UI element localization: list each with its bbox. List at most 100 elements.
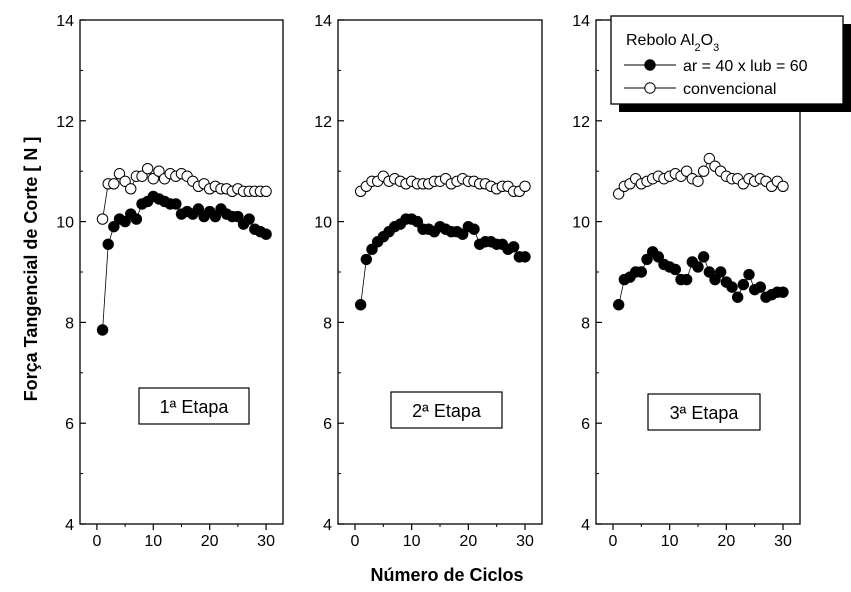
- data-point-open: [612, 188, 625, 200]
- data-point-open: [136, 170, 148, 182]
- y-tick-label: 12: [314, 114, 332, 131]
- data-point-filled: [108, 220, 120, 233]
- data-point-filled: [119, 215, 131, 228]
- data-point-filled: [468, 223, 480, 235]
- annotation-label: 2ª Etapa: [412, 401, 482, 421]
- data-point-filled: [519, 251, 531, 263]
- data-point-open: [703, 152, 716, 165]
- x-tick-label: 30: [516, 533, 534, 550]
- data-point-open: [113, 168, 126, 180]
- panel-1: 4 6 8 10 12 14 0 10 20 30 1ª Etapa: [56, 13, 284, 550]
- data-point-filled: [411, 215, 424, 228]
- y-tick-label: 8: [581, 315, 590, 332]
- y-tick-label: 4: [65, 517, 74, 534]
- y-tick-label: 14: [314, 13, 332, 30]
- data-point-open: [697, 165, 710, 177]
- data-point-open: [680, 165, 693, 177]
- data-point-open: [519, 180, 531, 193]
- legend-title-subscript: 2: [695, 42, 701, 54]
- annotation-box: [138, 387, 250, 425]
- data-point-filled: [754, 281, 767, 293]
- y-tick-label: 4: [581, 517, 590, 534]
- data-point-filled: [130, 213, 143, 225]
- x-tick-label: 0: [351, 533, 360, 550]
- data-point-filled: [366, 243, 378, 256]
- data-point-filled: [456, 228, 469, 240]
- data-point-filled: [354, 299, 367, 311]
- x-tick-label: 20: [201, 533, 219, 550]
- data-point-open: [141, 162, 154, 175]
- data-point-filled: [731, 291, 744, 303]
- y-axis-title: Força Tangencial de Corte [ N ]: [21, 137, 41, 402]
- data-point-filled: [680, 273, 693, 286]
- data-point-filled: [777, 286, 789, 298]
- panel-3: 4 6 8 10 12 14 0 10 20 30 3ª Etapa: [572, 13, 801, 550]
- data-point-open: [153, 165, 165, 177]
- legend-title-part: O: [701, 32, 713, 49]
- y-tick-label: 10: [56, 215, 74, 232]
- legend-title-subscript: 3: [713, 42, 719, 54]
- y-tick-label: 12: [572, 114, 590, 131]
- legend-title-part: Rebolo Al: [626, 32, 695, 49]
- data-point-filled: [612, 299, 625, 311]
- data-point-filled: [743, 268, 755, 281]
- data-point-open: [692, 175, 704, 187]
- x-tick-label: 10: [403, 533, 421, 550]
- data-point-open: [125, 183, 137, 195]
- data-point-filled: [726, 281, 738, 293]
- data-point-filled: [737, 278, 750, 291]
- data-point-filled: [635, 266, 648, 278]
- data-point-filled: [96, 324, 109, 336]
- data-point-filled: [102, 238, 114, 250]
- data-point-filled: [232, 210, 244, 223]
- y-tick-label: 12: [56, 114, 74, 131]
- legend-entry-label: convencional: [683, 81, 776, 98]
- y-tick-label: 6: [323, 416, 332, 433]
- legend-marker-open: [644, 82, 656, 94]
- data-point-filled: [669, 263, 682, 276]
- y-tick-label: 6: [65, 416, 74, 433]
- data-point-open: [777, 180, 789, 193]
- legend-marker-filled: [644, 59, 656, 71]
- data-point-filled: [170, 198, 182, 210]
- x-tick-label: 10: [661, 533, 679, 550]
- legend-entry-label: ar = 40 x lub = 60: [683, 58, 808, 75]
- annotation-box: [390, 391, 503, 429]
- x-axis-title: Número de Ciclos: [370, 565, 523, 585]
- y-tick-label: 14: [572, 13, 590, 30]
- x-tick-label: 30: [774, 533, 792, 550]
- y-tick-label: 8: [65, 315, 74, 332]
- data-point-filled: [692, 261, 704, 273]
- annotation-label: 1ª Etapa: [160, 397, 230, 417]
- x-tick-label: 30: [257, 533, 275, 550]
- data-point-filled: [641, 253, 653, 266]
- legend-title: Rebolo Al2O3: [626, 32, 719, 54]
- y-tick-label: 6: [581, 416, 590, 433]
- data-point-open: [260, 185, 272, 198]
- annotation-label: 3ª Etapa: [670, 403, 740, 423]
- x-tick-label: 20: [459, 533, 477, 550]
- data-point-filled: [209, 210, 222, 223]
- x-tick-label: 20: [717, 533, 735, 550]
- y-tick-label: 10: [572, 215, 590, 232]
- x-tick-label: 0: [92, 533, 101, 550]
- data-point-filled: [652, 251, 665, 263]
- data-point-filled: [507, 241, 520, 253]
- data-point-open: [96, 213, 109, 225]
- x-tick-label: 10: [144, 533, 162, 550]
- data-point-filled: [243, 213, 255, 225]
- annotation-box: [647, 393, 761, 431]
- data-point-filled: [714, 266, 727, 278]
- data-point-open: [147, 173, 160, 185]
- y-tick-label: 14: [56, 13, 74, 30]
- panel-frame: [337, 19, 543, 525]
- panel-frame: [79, 19, 284, 525]
- data-point-filled: [709, 273, 721, 286]
- data-point-open: [119, 175, 131, 187]
- data-point-filled: [360, 253, 373, 266]
- data-point-open: [108, 178, 120, 190]
- x-tick-label: 0: [609, 533, 618, 550]
- data-point-filled: [192, 203, 205, 215]
